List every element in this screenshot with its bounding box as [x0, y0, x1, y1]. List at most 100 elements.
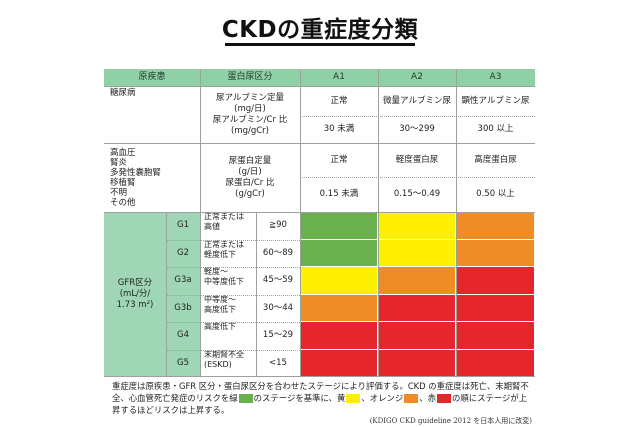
yellow-swatch	[346, 394, 361, 403]
gfr-description: 高度低下	[200, 322, 256, 350]
citation: (KDIGO CKD guideline 2012 を日本人用に改変)	[369, 417, 532, 425]
ckd-severity-table: 原疾患 蛋白尿区分 A1 A2 A3 糖尿病 尿アルブミン定量 (mg/日) 尿…	[104, 69, 535, 377]
gfr-description-line1: 末期腎不全	[204, 349, 244, 359]
gfr-stage: G5	[177, 357, 189, 368]
gfr-stage: G1	[177, 220, 189, 231]
diabetes-a3-range: 300 以上	[477, 124, 514, 134]
grid-line	[166, 349, 300, 351]
risk-cell	[456, 349, 535, 377]
footnote-part3: 、オレンジ	[361, 393, 404, 403]
other-measure-line2: (g/日)	[238, 166, 262, 177]
disease-transplant: 移植腎	[110, 177, 136, 188]
other-measure-line1: 尿蛋白定量	[228, 155, 272, 166]
gfr-range: 60〜89	[256, 239, 300, 267]
diabetes-measure-line1: 尿アルブミン定量	[216, 92, 284, 103]
gfr-description-line2: 高度低下	[204, 304, 236, 314]
risk-cell	[300, 212, 378, 240]
orange-swatch	[404, 394, 419, 403]
footnote-part2: のステージを基準に、黄	[253, 393, 346, 403]
gfr-description: 末期腎不全 (ESKD)	[200, 349, 256, 377]
header-a1: A1	[300, 69, 378, 86]
footnote-part1: 重症度は原疾患・GFR 区分・蛋白尿区分を合わせたステージにより評価する。CKD…	[112, 381, 529, 403]
diabetes-a1-range: 30 未満	[323, 124, 355, 134]
diabetes-a2-range: 30〜299	[399, 124, 435, 134]
footnote-part5: の順にステージが上昇するほどリスクは上昇する。	[112, 393, 528, 415]
disease-nephritis: 腎炎	[110, 157, 128, 168]
disease-hypertension: 高血圧	[110, 147, 136, 158]
other-measure-line3: 尿蛋白/Cr 比	[225, 177, 275, 188]
grid-line	[300, 177, 535, 178]
risk-cell	[300, 349, 378, 377]
risk-cell	[300, 322, 378, 350]
gfr-description-line2: 軽度低下	[204, 249, 236, 259]
other-measure: 尿蛋白定量 (g/日) 尿蛋白/Cr 比 (g/gCr)	[200, 143, 300, 212]
grid-line	[456, 69, 457, 377]
risk-cell	[378, 349, 456, 377]
gfr-description: 正常または 高値	[200, 212, 256, 240]
grid-line	[300, 116, 535, 117]
gfr-range: ≧90	[256, 212, 300, 240]
risk-cell	[378, 267, 456, 295]
grid-line	[104, 86, 535, 87]
disease-other-label: その他	[110, 197, 136, 208]
gfr-range: 30〜44	[256, 294, 300, 322]
header-protein: 蛋白尿区分	[200, 69, 300, 86]
gfr-stage: G3b	[174, 302, 192, 313]
gfr-description-line2: 中等度低下	[204, 277, 244, 286]
gfr-label-line1: GFR区分	[117, 278, 153, 288]
grid-line	[166, 212, 167, 377]
risk-cell	[456, 267, 535, 295]
risk-cell	[378, 322, 456, 350]
risk-cell	[378, 239, 456, 267]
grid-line	[166, 322, 300, 323]
risk-cell	[378, 212, 456, 240]
gfr-label-line2: (mL/分/	[119, 289, 151, 299]
other-a1-name: 正常	[330, 154, 348, 165]
diabetes-measure-line4: (mg/gCr)	[231, 125, 269, 136]
footnote: 重症度は原疾患・GFR 区分・蛋白尿区分を合わせたステージにより評価する。CKD…	[112, 380, 532, 416]
title-underline	[225, 43, 415, 46]
gfr-category-label: GFR区分 (mL/分/ 1.73 m²)	[104, 212, 166, 377]
gfr-description-line1: 正常または	[204, 239, 244, 249]
diabetes-a1-name: 正常	[330, 95, 348, 106]
gfr-stage: G2	[177, 247, 189, 258]
gfr-stage: G4	[177, 330, 189, 341]
gfr-label-line3: 1.73 m²)	[116, 300, 154, 310]
other-a3-range: 0.50 以上	[476, 189, 515, 199]
header-disease: 原疾患	[104, 69, 200, 86]
green-swatch	[238, 394, 253, 403]
grid-line	[166, 294, 300, 296]
risk-cell	[378, 294, 456, 322]
risk-cell	[456, 239, 535, 267]
gfr-description: 中等度〜 高度低下	[200, 294, 256, 322]
grid-line	[256, 212, 257, 377]
diabetes-measure-line2: (mg/日)	[234, 103, 266, 114]
other-a1-range: 0.15 未満	[319, 189, 359, 199]
red-swatch	[436, 394, 451, 403]
diabetes-measure-line3: 尿アルブミン/Cr 比	[212, 114, 288, 125]
grid-line	[104, 143, 535, 144]
header-a3: A3	[456, 69, 535, 86]
disease-diabetes: 糖尿病	[110, 88, 136, 98]
disease-unknown: 不明	[110, 187, 128, 198]
gfr-description-line1: 中等度〜	[204, 294, 236, 304]
gfr-description: 軽度〜 中等度低下	[200, 267, 256, 295]
grid-line	[166, 267, 300, 268]
grid-line	[300, 69, 301, 377]
risk-cell	[456, 212, 535, 240]
grid-line	[378, 69, 379, 377]
gfr-description-line2: 高値	[204, 222, 220, 231]
disease-pkd: 多発性嚢胞腎	[110, 167, 162, 178]
gfr-description-line1: 軽度〜	[204, 267, 228, 276]
grid-line	[104, 212, 535, 213]
gfr-range: <15	[256, 349, 300, 377]
disease-other: 高血圧 腎炎 多発性嚢胞腎 移植腎 不明 その他	[104, 143, 200, 212]
header-a2: A2	[378, 69, 456, 86]
gfr-stage: G3a	[174, 275, 192, 286]
gfr-range: 45〜59	[256, 267, 300, 295]
diabetes-measure: 尿アルブミン定量 (mg/日) 尿アルブミン/Cr 比 (mg/gCr)	[200, 86, 300, 143]
risk-cell	[456, 294, 535, 322]
other-measure-line4: (g/gCr)	[235, 188, 265, 199]
diabetes-a2-name: 微量アルブミン尿	[383, 95, 451, 106]
risk-cell	[300, 294, 378, 322]
